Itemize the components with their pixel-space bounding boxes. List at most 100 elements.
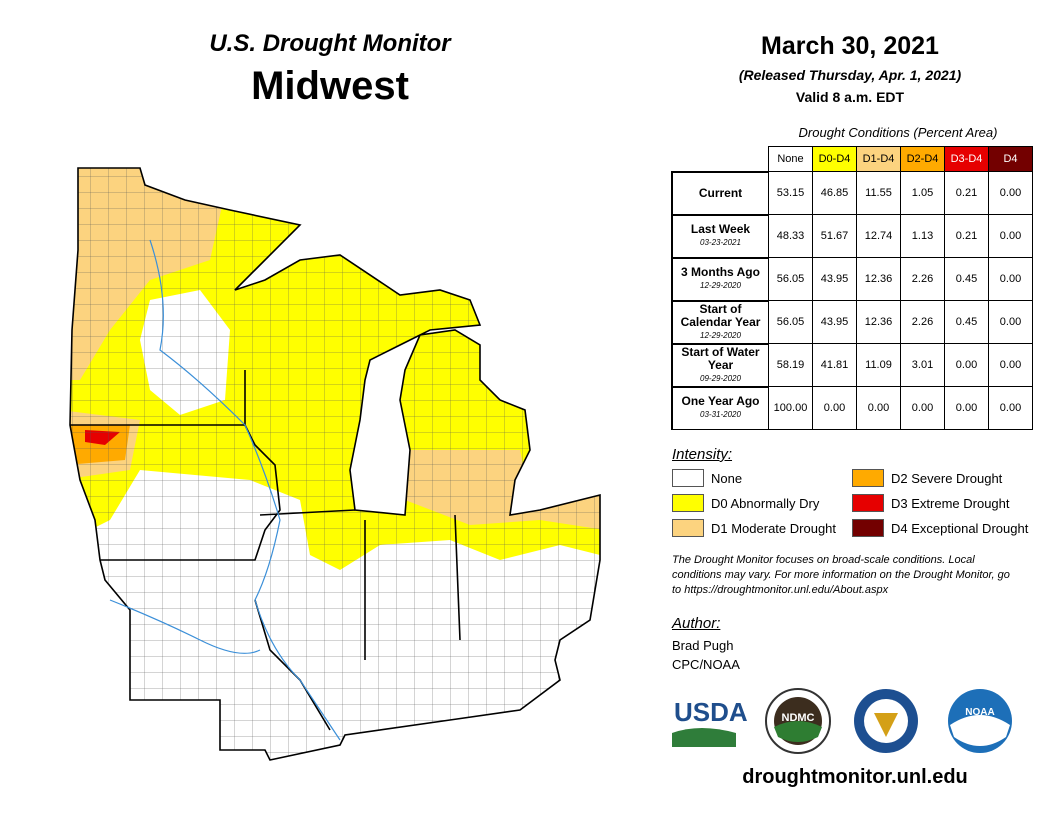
logos: USDA NDMC NOAA — [672, 688, 1012, 754]
column-header: D2-D4 — [900, 146, 945, 172]
cell: 0.00 — [988, 300, 1033, 344]
legend-item: D4 Exceptional Drought — [852, 519, 1028, 537]
cell: 43.95 — [812, 300, 857, 344]
cell: 0.00 — [900, 386, 945, 430]
legend-title: Intensity: — [672, 446, 733, 463]
cell: 100.00 — [768, 386, 813, 430]
legend-label: D4 Exceptional Drought — [891, 520, 1029, 536]
conditions-table: None D0-D4 D1-D4 D2-D4 D3-D4 D4 Current 53.15 46… — [671, 146, 1033, 430]
cell: 11.55 — [856, 171, 901, 215]
cell: 2.26 — [900, 300, 945, 344]
cell: 0.00 — [988, 171, 1033, 215]
row-name: One Year Ago — [681, 394, 760, 409]
legend-label: D3 Extreme Drought — [891, 495, 1010, 511]
ndmc-logo: NDMC — [765, 688, 831, 754]
legend-item: D3 Extreme Drought — [852, 494, 1010, 512]
row-date: 12-29-2020 — [700, 330, 741, 340]
cell: 0.45 — [944, 300, 989, 344]
cell: 56.05 — [768, 300, 813, 344]
noaa-logo: NOAA — [948, 689, 1012, 753]
drought-areas — [70, 168, 600, 760]
cell: 12.74 — [856, 214, 901, 258]
cell: 0.00 — [944, 386, 989, 430]
doc-logo — [854, 689, 918, 753]
legend-item: D2 Severe Drought — [852, 469, 1002, 487]
cell: 0.00 — [944, 343, 989, 387]
cell: 0.00 — [988, 257, 1033, 301]
row-label: 3 Months Ago 12-29-2020 — [671, 256, 769, 301]
header-row: None D0-D4 D1-D4 D2-D4 D3-D4 D4 — [672, 146, 1033, 172]
cell: 0.00 — [812, 386, 857, 430]
legend-swatch — [852, 519, 884, 537]
row-name: Last Week — [690, 222, 751, 236]
row-label: Current — [671, 170, 769, 215]
row-date: 09-29-2020 — [700, 373, 741, 383]
title: U.S. Drought Monitor — [209, 30, 451, 57]
usda-logo: USDA — [672, 697, 748, 747]
table-row: Start of Water Year 09-29-2020 58.19 41.81 1… — [671, 342, 1033, 387]
cell: 46.85 — [812, 171, 857, 215]
row-date: 03-23-2021 — [700, 238, 741, 247]
cell: 51.67 — [812, 214, 857, 258]
note: The Drought Monitor focuses on broad-sca… — [672, 554, 1010, 596]
row-label: Start of Water Year 09-29-2020 — [671, 342, 769, 387]
table-row: Start of Calendar Year 12-29-2020 56.05 43.… — [671, 299, 1033, 344]
logo-text: NOAA — [965, 707, 994, 718]
author-heading: Author: — [672, 615, 721, 632]
cell: 53.15 — [768, 171, 813, 215]
cell: 0.21 — [944, 214, 989, 258]
cell: 12.36 — [856, 257, 901, 301]
cell: 11.09 — [856, 343, 901, 387]
cell: 48.33 — [768, 214, 813, 258]
row-date: 12-29-2020 — [700, 281, 741, 290]
table-row: One Year Ago 03-31-2020 100.00 0.00 0.00 0.00… — [671, 385, 1033, 430]
row-date: 03-31-2020 — [700, 410, 741, 420]
cell: 1.05 — [900, 171, 945, 215]
cell: 0.00 — [988, 386, 1033, 430]
row-label: Last Week 03-23-2021 — [671, 213, 769, 258]
legend-item: D1 Moderate Drought — [672, 519, 836, 537]
released: (Released Thursday, Apr. 1, 2021) — [738, 67, 962, 83]
cell: 2.26 — [900, 257, 945, 301]
column-header: D4 — [988, 146, 1033, 172]
legend-label: D1 Moderate Drought — [711, 520, 837, 536]
corner — [672, 147, 769, 172]
legend-item: D0 Abnormally Dry — [672, 494, 819, 512]
table-caption: Drought Conditions (Percent Area) — [798, 125, 998, 140]
cell: 12.36 — [856, 300, 901, 344]
cell: 41.81 — [812, 343, 857, 387]
logo-text: NDMC — [782, 712, 815, 724]
legend-label: D0 Abnormally Dry — [711, 495, 820, 511]
valid: Valid 8 a.m. EDT — [795, 89, 905, 105]
author-org: CPC/NOAA — [672, 657, 740, 672]
legend-swatch — [852, 494, 884, 512]
legend-label: D2 Severe Drought — [891, 470, 1003, 486]
cell: 56.05 — [768, 257, 813, 301]
cell: 0.45 — [944, 257, 989, 301]
row-name: Start of Calendar Year — [680, 301, 761, 329]
region: Midwest — [251, 64, 409, 108]
cell: 0.00 — [988, 343, 1033, 387]
cell: 0.00 — [988, 214, 1033, 258]
column-header: None — [768, 146, 813, 172]
table-row: Last Week 03-23-2021 48.33 51.67 12.74 1.13 0.… — [671, 213, 1033, 258]
state-borders — [69, 167, 601, 761]
row-label: Start of Calendar Year 12-29-2020 — [671, 299, 769, 344]
column-header: D0-D4 — [812, 146, 857, 172]
author-name: Brad Pugh — [672, 638, 734, 653]
legend-swatch — [852, 469, 884, 487]
row-name: Current — [698, 185, 743, 200]
column-header: D1-D4 — [856, 146, 901, 172]
cell: 43.95 — [812, 257, 857, 301]
table-row: Current 53.15 46.85 11.55 1.05 0.21 0.00 — [671, 170, 1033, 215]
rivers — [109, 239, 341, 741]
cell: 0.21 — [944, 171, 989, 215]
legend-label: None — [711, 470, 743, 486]
row-name: Start of Water Year — [681, 344, 760, 372]
legend-swatch — [672, 494, 704, 512]
legend-swatch — [672, 519, 704, 537]
cell: 3.01 — [900, 343, 945, 387]
row-name: 3 Months Ago — [681, 265, 760, 279]
row-label: One Year Ago 03-31-2020 — [671, 385, 769, 430]
